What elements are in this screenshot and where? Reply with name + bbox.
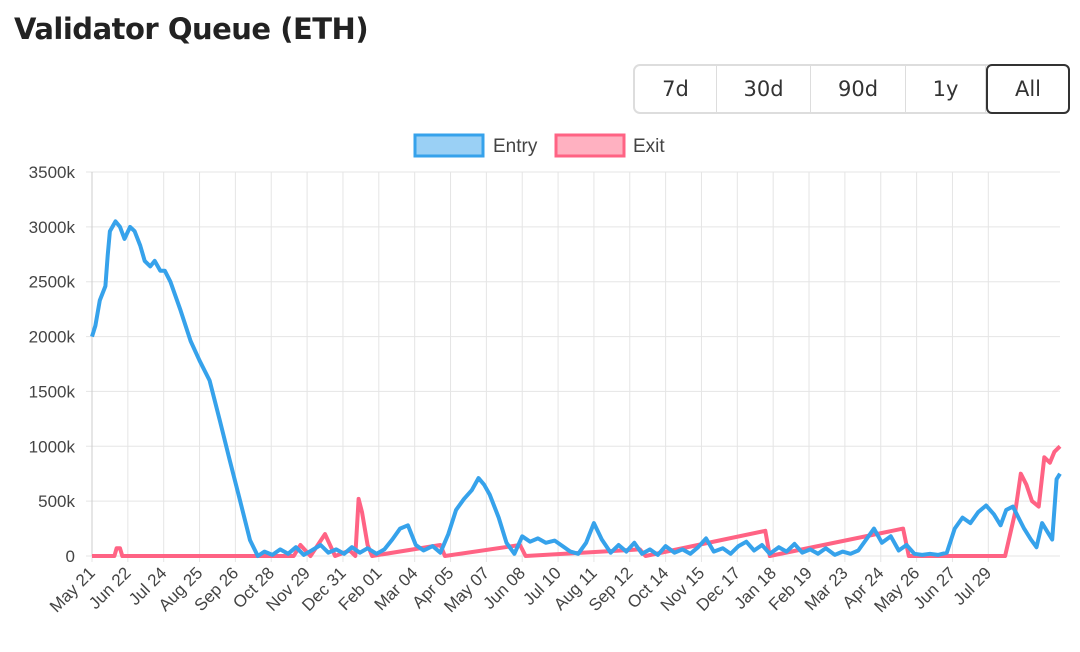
entry-series-line xyxy=(90,219,1062,558)
y-tick-label: 2500k xyxy=(29,273,76,292)
y-tick-label: 0 xyxy=(66,547,75,566)
legend-entry[interactable]: Entry xyxy=(413,133,538,158)
y-tick-label: 2000k xyxy=(29,328,76,347)
page-title: Validator Queue (ETH) xyxy=(14,12,369,46)
exit-swatch xyxy=(554,133,626,158)
y-tick-label: 1000k xyxy=(29,437,76,456)
range-1y-button[interactable]: 1y xyxy=(906,66,986,112)
range-all-button[interactable]: All xyxy=(986,64,1070,114)
x-tick-label: May 21 xyxy=(46,563,99,616)
legend-exit[interactable]: Exit xyxy=(554,133,665,158)
range-7d-button[interactable]: 7d xyxy=(635,66,717,112)
y-tick-label: 1500k xyxy=(29,382,76,401)
time-range-selector: 7d 30d 90d 1y All xyxy=(633,64,1070,114)
y-tick-label: 3500k xyxy=(29,163,76,182)
y-tick-label: 3000k xyxy=(29,218,76,237)
range-30d-button[interactable]: 30d xyxy=(717,66,811,112)
exit-series-line xyxy=(92,444,1062,558)
range-90d-button[interactable]: 90d xyxy=(811,66,906,112)
x-tick-label: Jul 29 xyxy=(950,563,996,609)
legend-exit-label: Exit xyxy=(633,136,665,157)
y-tick-label: 500k xyxy=(38,492,75,511)
legend-entry-label: Entry xyxy=(493,136,538,157)
entry-swatch xyxy=(413,133,485,158)
